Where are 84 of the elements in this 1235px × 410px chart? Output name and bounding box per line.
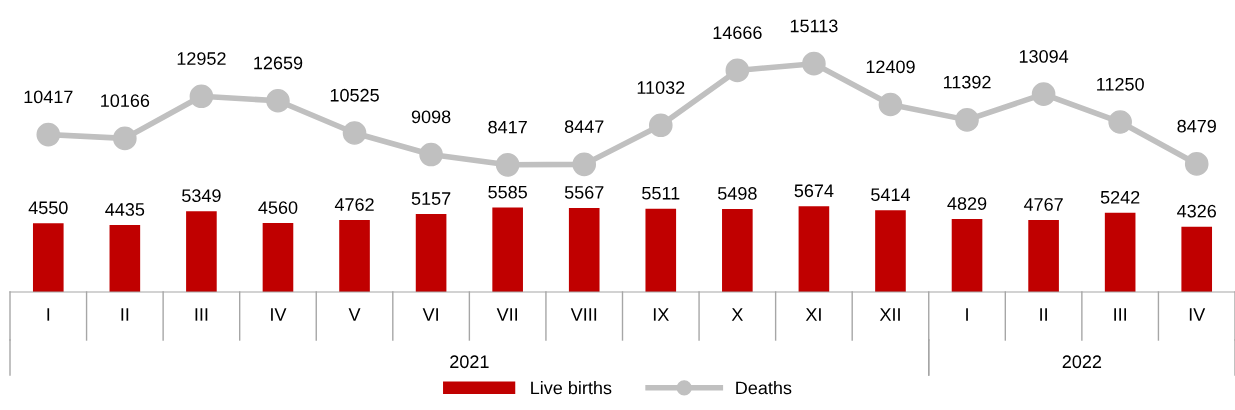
x-tick-label: XI bbox=[805, 308, 821, 321]
data-label: 4560 bbox=[258, 201, 298, 214]
data-label: 5511 bbox=[642, 187, 680, 200]
bar bbox=[875, 210, 906, 292]
bar bbox=[415, 214, 447, 292]
x-tick-label: III bbox=[1114, 308, 1127, 321]
x-tick-label: I bbox=[47, 308, 50, 321]
data-label: 11392 bbox=[943, 75, 991, 89]
data-label: 12409 bbox=[866, 60, 915, 74]
x-tick-label: IV bbox=[271, 308, 287, 321]
x-tick-label: IX bbox=[653, 308, 669, 321]
data-label: 5585 bbox=[488, 185, 527, 199]
x-tick-label: VII bbox=[496, 308, 518, 321]
x-tick-label: II bbox=[1040, 308, 1047, 321]
x-tick-label: II bbox=[121, 308, 129, 321]
legend-label: Deaths bbox=[736, 381, 792, 395]
data-label: 4762 bbox=[334, 198, 374, 211]
data-label: 5414 bbox=[871, 188, 911, 202]
bar bbox=[1104, 212, 1136, 292]
bar bbox=[32, 223, 64, 292]
point bbox=[802, 51, 826, 76]
data-label: 11032 bbox=[637, 81, 685, 94]
x-tick-label: III bbox=[195, 308, 208, 321]
data-label: 4435 bbox=[105, 203, 145, 216]
x-tick-label: X bbox=[731, 308, 743, 321]
point bbox=[189, 84, 214, 109]
data-label: 5567 bbox=[564, 185, 604, 199]
data-label: 4550 bbox=[28, 201, 68, 215]
bar bbox=[798, 206, 830, 292]
data-label: 10166 bbox=[101, 94, 150, 108]
data-label: 4767 bbox=[1023, 198, 1063, 211]
data-label: 5498 bbox=[717, 187, 757, 200]
bar bbox=[568, 207, 600, 292]
point bbox=[266, 88, 290, 113]
data-label: 5349 bbox=[182, 189, 221, 203]
data-label: 5242 bbox=[1100, 190, 1140, 204]
data-label: 5157 bbox=[411, 192, 451, 205]
point bbox=[113, 126, 137, 151]
x-tick-label: I bbox=[966, 308, 968, 321]
point bbox=[419, 142, 443, 167]
data-label: 13094 bbox=[1019, 50, 1069, 63]
bar bbox=[951, 219, 983, 292]
point bbox=[1184, 152, 1209, 176]
bar bbox=[1181, 226, 1213, 292]
x-tick-label: V bbox=[348, 308, 361, 321]
point bbox=[725, 58, 750, 83]
point bbox=[878, 92, 903, 117]
bar bbox=[186, 211, 217, 292]
x-tick-label: VI bbox=[422, 308, 438, 321]
bar bbox=[722, 208, 753, 292]
point bbox=[342, 121, 367, 145]
data-label: 8447 bbox=[564, 120, 604, 134]
data-label: 12659 bbox=[254, 56, 303, 70]
bar bbox=[339, 220, 370, 292]
x-tick-label: XII bbox=[879, 308, 900, 321]
bar bbox=[645, 208, 677, 292]
point bbox=[495, 153, 520, 177]
point bbox=[1031, 82, 1056, 106]
text: 2022 bbox=[1062, 355, 1102, 369]
point bbox=[1108, 110, 1132, 134]
point bbox=[955, 108, 979, 132]
data-label: 10525 bbox=[330, 88, 379, 102]
data-label: 12952 bbox=[177, 52, 226, 65]
bar bbox=[262, 223, 294, 292]
x-tick-label: VIII bbox=[570, 308, 597, 321]
data-label: 4829 bbox=[947, 197, 987, 210]
bar bbox=[492, 207, 523, 292]
data-label: 14666 bbox=[713, 26, 762, 40]
legend-label: Live births bbox=[531, 381, 612, 395]
data-label: 8417 bbox=[488, 120, 527, 134]
x-tick-label: IV bbox=[1189, 308, 1206, 321]
data-label: 8479 bbox=[1177, 119, 1216, 133]
bar bbox=[1028, 219, 1059, 292]
data-label: 15113 bbox=[790, 19, 838, 33]
point bbox=[648, 113, 673, 138]
bar bbox=[109, 224, 141, 292]
data-label: 5674 bbox=[794, 184, 834, 198]
data-label: 10417 bbox=[24, 90, 73, 104]
point bbox=[36, 122, 61, 147]
data-label: 11250 bbox=[1097, 77, 1144, 91]
data-label: 4326 bbox=[1177, 204, 1217, 218]
point bbox=[572, 152, 597, 177]
data-label: 9098 bbox=[411, 110, 451, 124]
text: 2021 bbox=[450, 355, 489, 369]
